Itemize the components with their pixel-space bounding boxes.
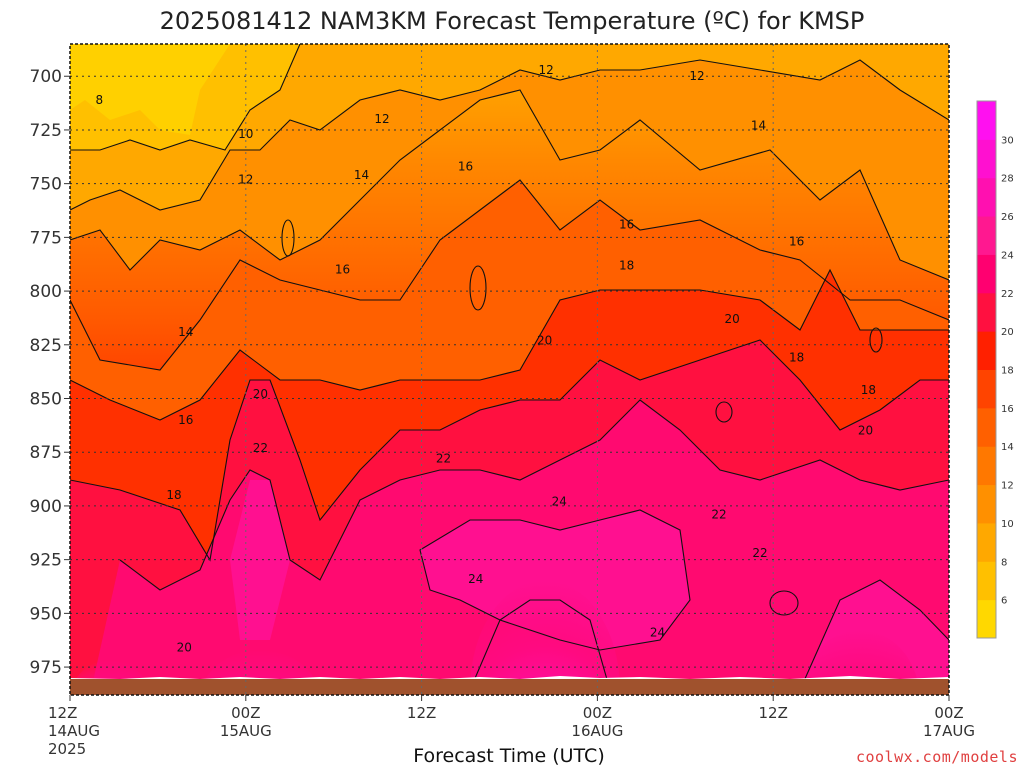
colorbar-label: 10: [1001, 519, 1014, 530]
colorbar-swatch: [977, 522, 996, 562]
contour-labels: 8 10 12 12 12 12 14 14 14 16 16 16 16 16 18 18 18 18 20 20 2…: [95, 63, 876, 655]
colorbar-swatch: [977, 407, 996, 447]
contour-label: 18: [166, 488, 181, 502]
colorbar-swatch: [977, 216, 996, 255]
contour-label: 14: [178, 325, 193, 339]
colorbar-label: 22: [1001, 289, 1014, 300]
colorbar-label: 6: [1001, 596, 1007, 607]
y-tick-label: 750: [30, 175, 62, 195]
contour-label: 10: [238, 127, 253, 141]
colorbar-swatch: [977, 446, 996, 486]
contour-label: 12: [238, 172, 253, 186]
x-tick-label: 15AUG: [220, 722, 272, 740]
colorbar: 6 8 10 12 14 16 18 20 22 24 26 28 30: [976, 100, 1014, 639]
colorbar-swatch: [977, 254, 996, 294]
x-tick-label: 16AUG: [571, 722, 623, 740]
y-tick-label: 875: [30, 443, 62, 463]
colorbar-swatch: [977, 561, 996, 601]
contour-label: 20: [858, 424, 873, 438]
contour-label: 24: [468, 572, 483, 586]
temperature-field: [70, 44, 949, 695]
contour-label: 16: [178, 413, 193, 427]
contour-label: 14: [751, 119, 766, 133]
contour-label: 8: [95, 93, 103, 107]
colorbar-label: 20: [1001, 327, 1014, 338]
ground-terrain: [70, 676, 949, 695]
colorbar-swatch: [977, 139, 996, 179]
x-tick-label: 2025: [48, 740, 86, 758]
x-tick-label: 00Z: [231, 704, 260, 722]
colorbar-swatch: [977, 484, 996, 524]
colorbar-swatch: [977, 369, 996, 409]
x-tick-label: 12Z: [759, 704, 788, 722]
gridlines: [70, 44, 949, 695]
x-tick-label: 14AUG: [48, 722, 100, 740]
y-tick-label: 800: [30, 282, 62, 302]
contour-label: 16: [458, 159, 473, 173]
contour-label: 18: [619, 258, 634, 272]
y-axis: 700 725 750 775 800 825 850 875 900 925 950 975: [30, 67, 70, 678]
y-tick-label: 900: [30, 497, 62, 517]
y-tick-label: 975: [30, 658, 62, 678]
contour-label: 20: [177, 641, 192, 655]
x-tick-label: 12Z: [48, 704, 77, 722]
chart-title: 2025081412 NAM3KM Forecast Temperature (…: [160, 7, 865, 35]
colorbar-label: 26: [1001, 212, 1014, 223]
colorbar-label: 18: [1001, 366, 1014, 377]
colorbar-label: 30: [1001, 135, 1014, 146]
contour-label: 18: [789, 351, 804, 365]
x-tick-label: 17AUG: [923, 722, 975, 740]
contour-label: 12: [538, 63, 553, 77]
contour-label: 12: [689, 69, 704, 83]
colorbar-label: 8: [1001, 557, 1007, 568]
contour-label: 18: [861, 383, 876, 397]
colorbar-label: 28: [1001, 174, 1014, 185]
x-tick-label: 00Z: [934, 704, 963, 722]
contour-label: 22: [436, 452, 451, 466]
contour-label: 12: [374, 112, 389, 126]
y-tick-label: 925: [30, 551, 62, 571]
contour-label: 20: [725, 312, 740, 326]
contour-label: 24: [650, 626, 665, 640]
x-axis-label: Forecast Time (UTC): [413, 745, 604, 767]
colorbar-swatch: [977, 292, 996, 332]
y-tick-label: 950: [30, 604, 62, 624]
contour-label: 16: [619, 217, 634, 231]
colorbar-frame: [976, 100, 997, 639]
y-tick-label: 850: [30, 390, 62, 410]
contour-label: 24: [552, 495, 567, 509]
y-tick-label: 775: [30, 228, 62, 248]
colorbar-swatch: [977, 101, 996, 140]
colorbar-label: 14: [1001, 442, 1014, 453]
contour-label: 22: [253, 441, 268, 455]
x-tick-label: 00Z: [583, 704, 612, 722]
colorbar-swatch: [977, 331, 996, 370]
contour-label: 22: [711, 508, 726, 522]
colorbar-swatch: [977, 599, 996, 639]
y-tick-label: 725: [30, 121, 62, 141]
contour-label: 16: [335, 263, 350, 277]
y-tick-label: 825: [30, 336, 62, 356]
contour-label: 16: [789, 235, 804, 249]
contour-label: 22: [752, 546, 767, 560]
contour-label: 14: [354, 168, 369, 182]
contour-label: 20: [537, 333, 552, 347]
colorbar-label: 16: [1001, 404, 1014, 415]
colorbar-swatch: [977, 177, 996, 217]
credit-text: coolwx.com/models: [856, 748, 1018, 766]
colorbar-label: 12: [1001, 481, 1014, 492]
contour-label: 20: [253, 387, 268, 401]
y-tick-label: 700: [30, 67, 62, 87]
colorbar-label: 24: [1001, 250, 1014, 261]
x-tick-label: 12Z: [407, 704, 436, 722]
